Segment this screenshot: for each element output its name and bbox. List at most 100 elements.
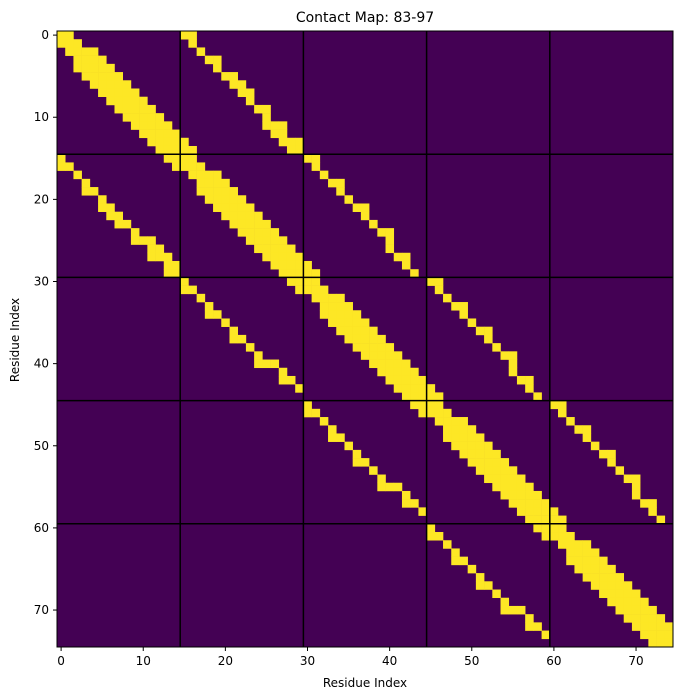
contact-cell [221,187,230,196]
contact-cell [640,499,649,508]
contact-cell [467,564,477,574]
contact-cell [171,269,181,278]
x-axis: 0 10 20 30 40 50 60 70 [57,647,644,668]
contact-cell [475,581,485,590]
contact-cell [295,285,304,295]
contact-cell [319,302,329,311]
contact-cell [303,400,312,410]
contact-cell [106,211,115,221]
contact-cell [500,474,510,484]
contact-cell [344,310,353,319]
contact-cell [180,137,189,147]
contact-cell [393,367,403,377]
contact-cell [385,236,395,245]
contact-cell [475,458,485,467]
contact-cell [459,433,468,442]
y-tick-label: 60 [34,521,49,535]
contact-cell [500,482,510,492]
contact-cell [664,630,674,640]
contact-cell [631,589,641,599]
contact-cell [418,408,427,418]
contact-cell [459,417,468,426]
contact-cell [57,31,66,40]
contact-cell [533,490,542,500]
contact-cell [377,343,386,352]
contact-cell [558,400,567,410]
contact-cell [229,72,238,81]
contact-cell [484,581,493,590]
contact-cell [147,236,156,245]
contact-cell [352,310,362,319]
contact-cell [360,458,370,467]
contact-cell [57,162,66,171]
contact-cell [336,318,345,327]
contact-cell [607,597,616,607]
contact-cell [401,375,411,385]
contact-cell [352,449,362,459]
contact-cell [286,244,296,254]
contact-cell [508,359,518,369]
contact-cell [303,408,312,418]
contact-cell [114,88,123,97]
contact-cell [155,121,165,130]
contact-cell [155,145,165,155]
contact-cell [533,392,542,401]
contact-cell [254,104,263,114]
contact-cell [640,614,649,623]
contact-cell [582,425,592,434]
x-tick-label: 60 [546,654,561,668]
contact-cell [81,178,91,188]
contact-cell [631,474,641,484]
contact-cell [631,614,641,623]
contact-cell [221,195,230,204]
contact-cell [467,441,477,451]
contact-cell [541,507,551,516]
contact-cell [566,556,575,566]
y-tick-label: 70 [34,603,49,617]
contact-cell [245,236,255,245]
contact-cell [459,556,468,566]
contact-cell [311,293,321,303]
contact-cell [360,211,370,221]
contact-cell [648,630,657,640]
contact-cell [188,154,197,163]
contact-cell [237,219,247,229]
contact-cell [286,260,296,270]
contact-cell [385,375,395,385]
contact-cell [648,499,657,508]
contact-cell [443,425,452,434]
contact-cell [270,129,280,139]
contact-cell [533,499,542,508]
contact-cell [525,375,534,385]
contact-cell [648,605,657,615]
contact-cell [352,326,362,336]
contact-cell [508,466,518,475]
contact-cell [401,252,411,262]
contact-cell [196,162,206,171]
contact-cell [360,343,370,352]
contact-cell [262,104,271,114]
contact-cell [352,334,362,344]
contact-cell [81,187,91,196]
contact-cell [648,638,657,648]
contact-cell [328,293,337,303]
contact-cell [590,441,600,451]
plot-frame [56,30,674,648]
contact-cell [221,203,230,212]
contact-cell [163,252,173,262]
contact-cell [533,523,542,533]
contact-cell [311,269,321,278]
contact-cell [623,614,633,623]
contact-cell [377,228,386,237]
contact-cell [171,260,181,270]
contact-cell [311,162,321,171]
contact-cell [73,63,82,73]
contact-cell [254,228,263,237]
contact-cell [656,622,666,631]
contact-cell [254,219,263,229]
contact-cell [57,154,66,163]
contact-cell [171,145,181,155]
contact-cell [295,269,304,278]
contact-cell [204,302,214,311]
contact-cell [607,449,616,459]
